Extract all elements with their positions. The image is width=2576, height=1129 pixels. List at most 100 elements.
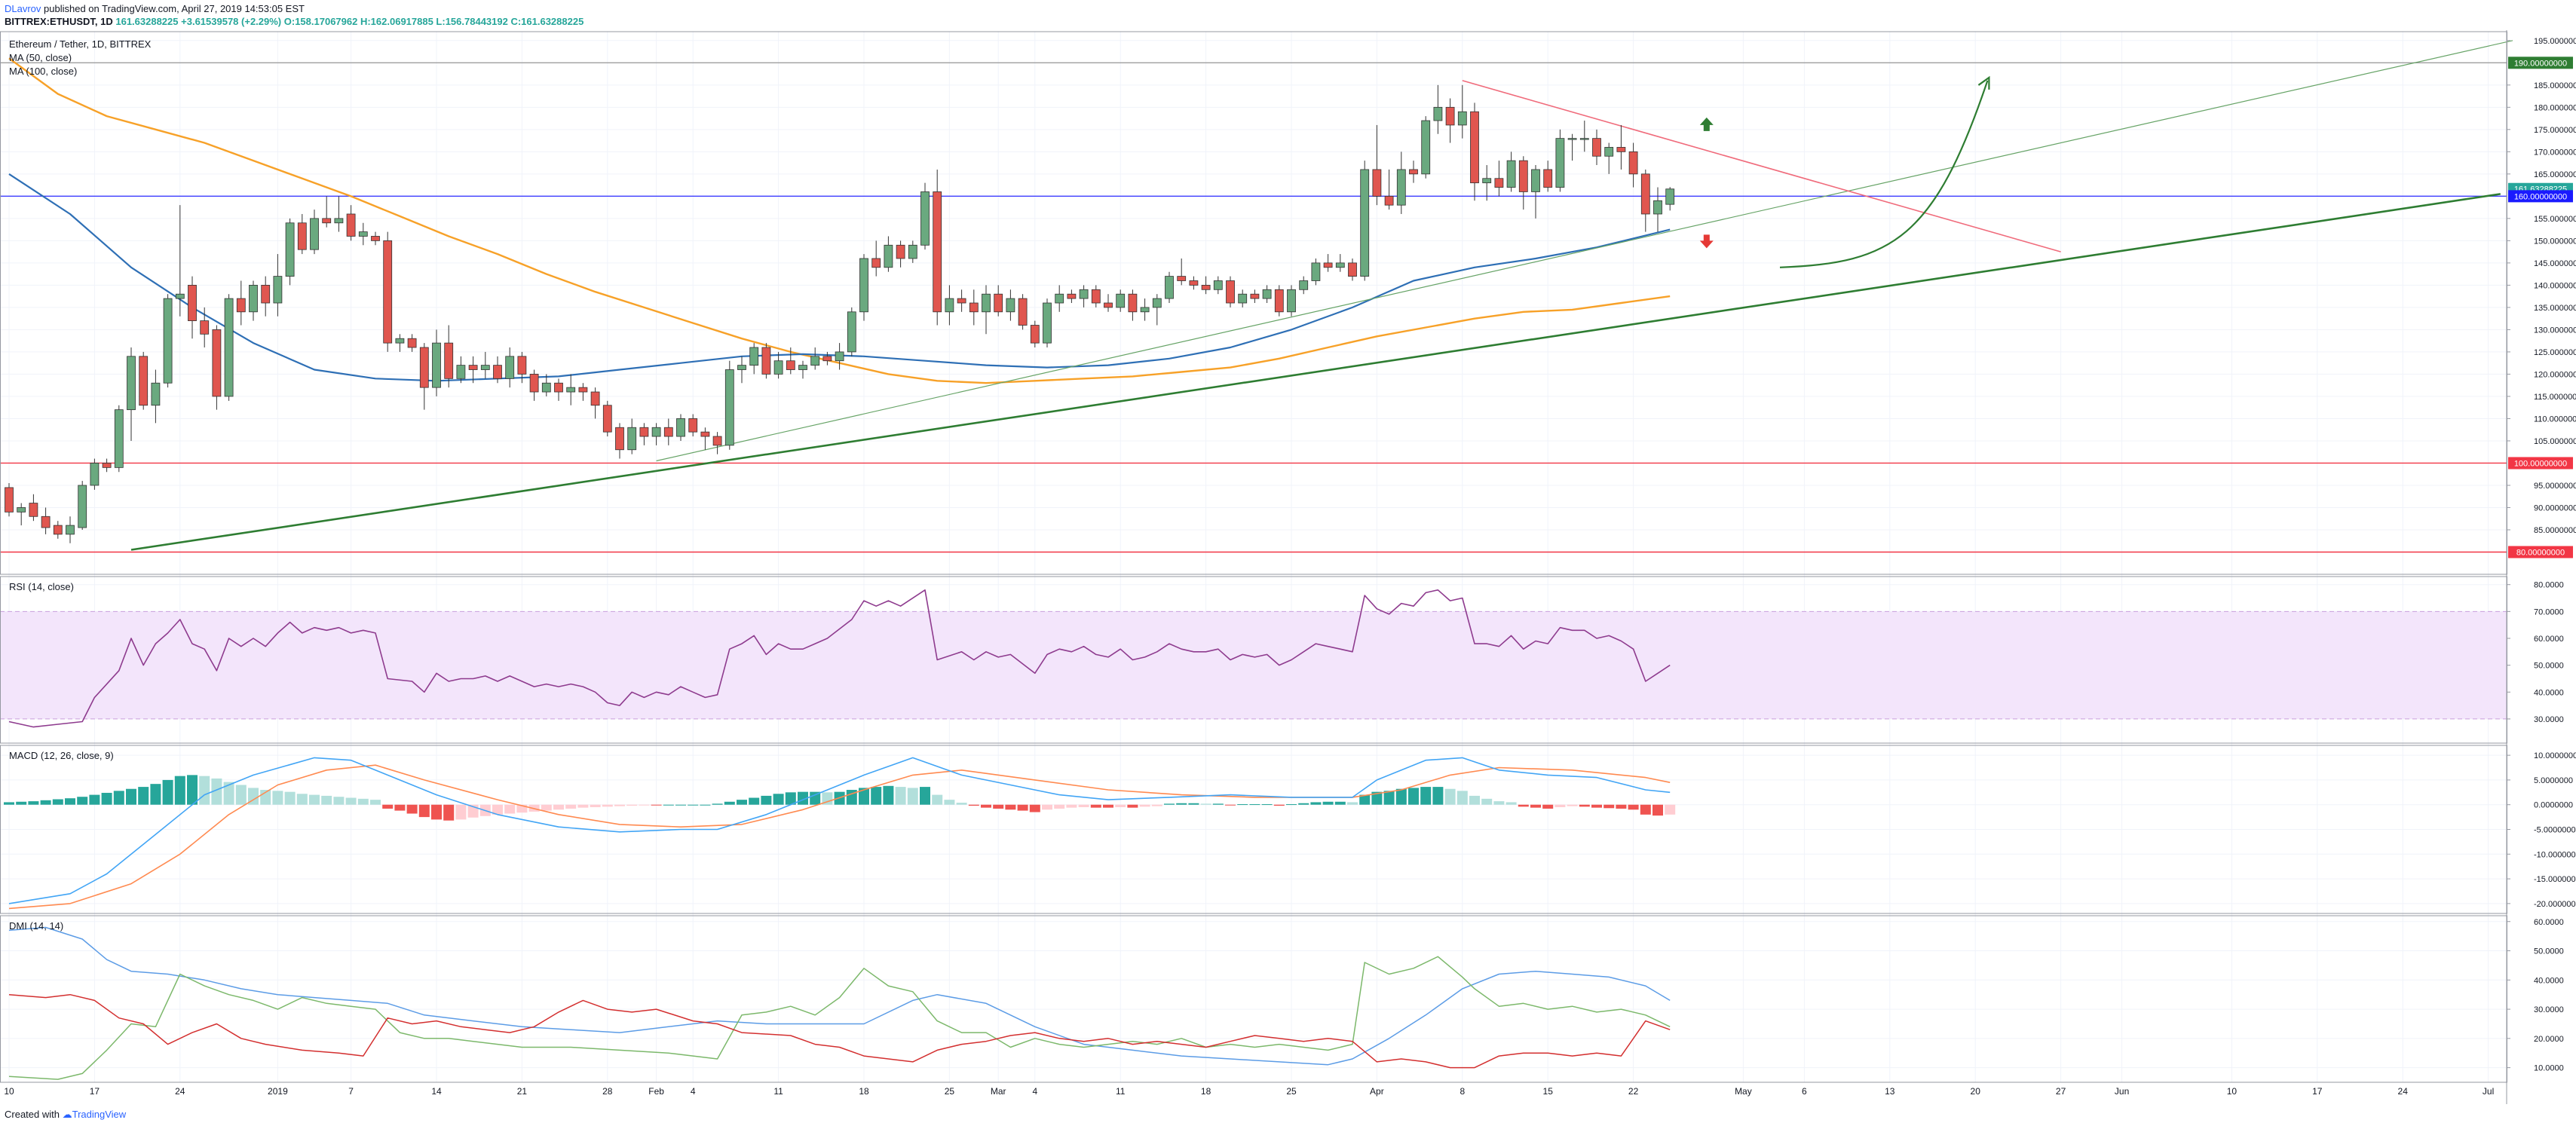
time-axis: 10 17 24 2019 7 14 21 28 Feb 4 11 18 25 Mar 4 11 18 25 Apr…: [4, 1086, 2494, 1097]
macd-histogram-bar: [28, 801, 39, 805]
time-axis-label: Feb: [648, 1086, 664, 1097]
macd-signal-line: [8, 764, 1671, 910]
macd-histogram-bar: [1530, 804, 1541, 808]
macd-histogram-bar: [1298, 803, 1309, 805]
macd-histogram-bar: [1005, 804, 1016, 810]
candle-body: [1140, 307, 1150, 313]
candlestick-series: [5, 84, 1675, 543]
macd-histogram-bar: [993, 804, 1004, 809]
macd-histogram-bar: [52, 799, 63, 805]
pane-frames: [0, 30, 2507, 1104]
candle-body: [407, 338, 417, 348]
price-axes: 195.00000000 185.00000000 180.00000000 175.…: [2507, 37, 2576, 1073]
macd-histogram-bar: [370, 800, 381, 805]
macd-histogram-bar: [1469, 795, 1480, 805]
macd-histogram-bar: [4, 802, 14, 805]
macd-histogram-bar: [1200, 803, 1211, 805]
macd-histogram-bar: [77, 797, 88, 805]
macd-histogram-bar: [1054, 804, 1065, 809]
trend-drawings: [130, 40, 2513, 551]
macd-histogram-bar: [1628, 804, 1639, 810]
candle-body: [554, 382, 563, 393]
macd-histogram-bar: [223, 782, 234, 805]
macd-histogram-bar: [761, 795, 772, 805]
chart-canvas[interactable]: 195.00000000185.00000000180.00000000175.…: [0, 30, 2576, 1104]
macd-histogram-bar: [1603, 804, 1615, 809]
macd-histogram-bar: [1286, 804, 1297, 806]
candle-body: [688, 418, 698, 433]
time-axis-label: 27: [2056, 1086, 2066, 1097]
macd-histogram-bar: [357, 798, 369, 805]
candle-body: [994, 293, 1003, 313]
macd-histogram-bar: [773, 794, 784, 805]
candle-body: [920, 191, 930, 246]
macd-histogram-bar: [1542, 804, 1554, 809]
macd-histogram-bar: [737, 800, 747, 805]
candle-body: [1665, 188, 1675, 205]
axis-tick-label: 95.00000000: [2534, 482, 2576, 491]
macd-histogram-bar: [1261, 804, 1273, 806]
dmi-label: DMI (14, 14): [9, 920, 63, 932]
macd-histogram-bar: [1640, 804, 1651, 815]
time-axis-label: 4: [1032, 1086, 1037, 1097]
thin-support-trendline: [656, 40, 2513, 462]
macd-histogram-bar: [859, 788, 869, 805]
candle-body: [651, 427, 661, 437]
candle-body: [1274, 289, 1284, 313]
axis-tick-label: 165.00000000: [2534, 170, 2576, 179]
candle-body: [1213, 280, 1223, 290]
macd-histogram-bar: [1616, 804, 1627, 809]
last-price: 161.63288225: [115, 16, 179, 27]
axis-tick-label: 185.00000000: [2534, 81, 2576, 90]
candle-body: [724, 369, 734, 446]
axis-tick-label: 10.0000000: [2534, 751, 2576, 760]
candle-body: [1372, 169, 1382, 197]
tradingview-brand[interactable]: TradingView: [72, 1109, 127, 1120]
macd-histogram-bar: [700, 804, 711, 806]
macd-histogram-bar: [345, 797, 357, 805]
candle-body: [1445, 106, 1455, 126]
candle-body: [90, 463, 100, 486]
author-link[interactable]: DLavrov: [5, 3, 41, 14]
candle-body: [541, 382, 551, 393]
candle-body: [285, 222, 295, 277]
rsi-line: [8, 589, 1671, 728]
candle-body: [41, 516, 51, 528]
symbol-quote-line: BITTREX:ETHUSDT, 1D 161.63288225 +3.6153…: [5, 16, 584, 27]
macd-histogram-bar: [1237, 804, 1248, 806]
macd-histogram-bar: [712, 803, 723, 805]
candle-body: [334, 218, 344, 224]
projection-arrow: [1779, 80, 1989, 268]
time-axis-label: 7: [348, 1086, 354, 1097]
candle-body: [749, 347, 759, 366]
time-axis-label: 15: [1543, 1086, 1554, 1097]
candle-body: [1299, 280, 1309, 290]
time-axis-label: Apr: [1370, 1086, 1384, 1097]
macd-histogram-bar: [1665, 804, 1676, 815]
downtrend-line: [1462, 80, 2061, 252]
projection-arrowhead: [1977, 75, 1990, 90]
macd-histogram-bar: [89, 794, 100, 805]
candle-body: [1091, 289, 1101, 304]
macd-histogram-bar: [150, 784, 161, 805]
time-axis-label: 17: [2312, 1086, 2323, 1097]
candle-body: [139, 356, 149, 406]
macd-histogram-bar: [785, 792, 796, 805]
candle-body: [310, 218, 319, 250]
price-label-box: [2508, 57, 2573, 69]
candle-body: [578, 387, 588, 393]
candle-body: [1628, 151, 1638, 175]
candle-body: [1116, 293, 1126, 308]
candle-body: [1409, 169, 1418, 175]
candle-body: [969, 302, 979, 313]
candle-body: [383, 240, 393, 344]
time-axis-label: 14: [431, 1086, 442, 1097]
time-axis-label: 8: [1460, 1086, 1465, 1097]
arrow-up-icon: [1699, 117, 1714, 131]
macd-histogram-bar: [1481, 798, 1493, 805]
macd-histogram-bar: [883, 785, 894, 805]
macd-histogram-bar: [1518, 804, 1529, 807]
candle-body: [933, 191, 942, 313]
macd-histogram-bar: [1090, 804, 1101, 808]
macd-histogram-bar: [211, 778, 222, 805]
